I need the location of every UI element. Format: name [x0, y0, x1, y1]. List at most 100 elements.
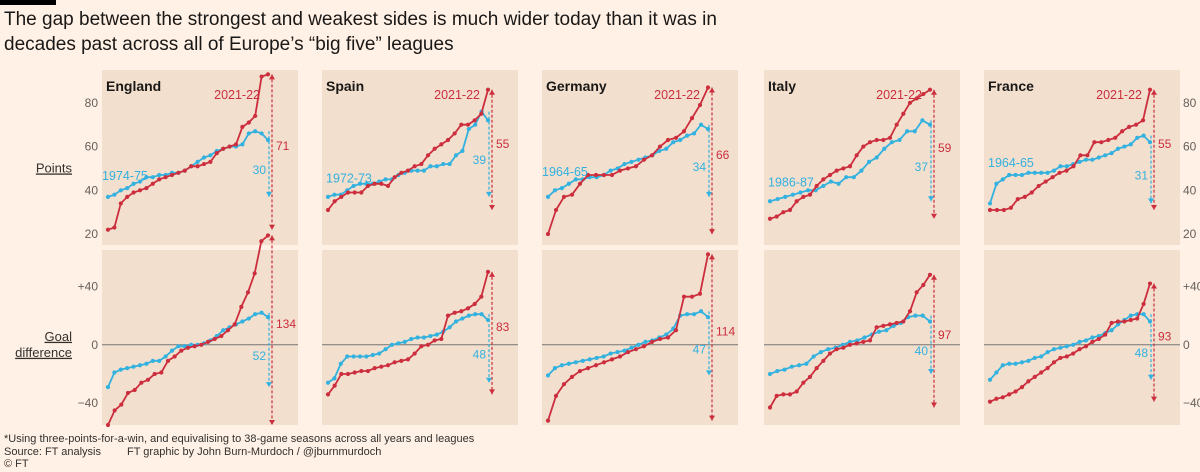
data-point-recent [994, 207, 1000, 213]
data-point-recent [1077, 347, 1082, 352]
data-point-past [566, 361, 571, 366]
data-point-recent [801, 194, 806, 199]
data-point-recent [987, 399, 993, 404]
data-point-past [636, 157, 641, 162]
data-point-past [1077, 159, 1082, 164]
data-point-past [1077, 339, 1082, 344]
data-point-recent [172, 354, 177, 359]
data-point-recent [854, 341, 859, 346]
data-point-recent [339, 194, 344, 199]
data-point-past [1032, 355, 1037, 361]
data-point-past [1013, 361, 1018, 366]
data-point-past [246, 316, 251, 321]
y-tick-right-1-0: −40 [1183, 396, 1200, 410]
data-point-past [345, 354, 350, 359]
chart-footer: *Using three-points-for-a-win, and equiv… [4, 433, 474, 471]
data-point-recent [854, 153, 859, 158]
chart-title: The gap between the strongest and weakes… [4, 9, 717, 55]
data-point-recent [914, 96, 919, 101]
data-point-recent [259, 239, 264, 244]
data-point-recent [132, 387, 137, 393]
data-point-recent [641, 157, 647, 162]
data-point-recent [641, 344, 647, 349]
data-point-past [351, 183, 356, 189]
y-tick-right-0-2: 60 [1183, 140, 1197, 154]
y-tick-left-1-2: +40 [78, 279, 99, 293]
data-point-past [1096, 333, 1101, 339]
data-point-recent [232, 322, 237, 327]
data-point-recent [1045, 366, 1050, 371]
data-point-recent [1043, 179, 1048, 184]
data-point-past [409, 336, 414, 342]
league-name: France [988, 78, 1034, 94]
data-point-recent [585, 366, 591, 371]
data-point-recent [767, 405, 773, 410]
data-point-recent [827, 351, 833, 356]
data-point-past [629, 159, 634, 164]
arrowhead-down-past [928, 196, 934, 202]
footnote: *Using three-points-for-a-win, and equiv… [4, 433, 475, 445]
arrowhead-down-recent [269, 420, 275, 425]
arrowhead-down-past [928, 368, 934, 374]
data-point-recent [119, 402, 124, 407]
data-point-recent [1096, 336, 1101, 342]
data-point-past [1000, 177, 1005, 182]
data-point-recent [1029, 190, 1034, 195]
data-point-past [112, 370, 117, 375]
data-point-past [866, 159, 872, 164]
data-point-past [1032, 170, 1037, 175]
data-point-past [1019, 172, 1025, 178]
data-point-recent [225, 328, 231, 333]
row-label-1: Goal [45, 329, 73, 344]
data-point-past [1122, 144, 1127, 149]
data-point-recent [159, 370, 164, 375]
data-point-recent [801, 380, 806, 385]
data-point-past [775, 368, 780, 374]
data-point-recent [665, 137, 671, 143]
data-point-past [566, 181, 571, 186]
range-label-past: 52 [253, 349, 267, 363]
y-tick-right-0-3: 80 [1183, 96, 1197, 110]
data-point-past [125, 366, 130, 371]
arrowhead-up-recent [489, 89, 495, 95]
panel-italy-1: 97 40 [764, 250, 960, 425]
data-point-recent [1115, 319, 1121, 324]
data-point-past [913, 313, 918, 318]
data-point-recent [881, 323, 886, 328]
data-point-past [1026, 170, 1031, 175]
data-point-recent [1036, 183, 1041, 189]
data-point-past [790, 192, 795, 197]
data-point-recent [144, 186, 149, 191]
data-point-past [1103, 153, 1108, 158]
data-point-recent [787, 392, 793, 397]
arrowhead-down-past [1148, 198, 1154, 204]
arrowhead-down-past [1148, 374, 1154, 380]
data-point-past [664, 146, 669, 151]
data-point-recent [874, 137, 879, 143]
season-label-recent: 2021-22 [434, 88, 480, 102]
arrowhead-down-recent [489, 389, 495, 395]
data-point-past [466, 126, 471, 132]
data-point-past [691, 312, 697, 317]
data-point-recent [227, 144, 232, 149]
panel-background [102, 70, 298, 245]
data-point-past [144, 361, 149, 366]
data-point-recent [1140, 118, 1146, 123]
data-point-past [608, 351, 613, 356]
data-point-recent [246, 120, 251, 125]
data-point-past [150, 358, 155, 363]
arrowhead-up-recent [1151, 89, 1157, 95]
data-point-past [1007, 361, 1012, 366]
data-point-past [811, 354, 816, 359]
data-point-past [691, 131, 697, 136]
data-point-past [580, 358, 585, 363]
data-point-recent [814, 183, 819, 189]
data-point-recent [1090, 339, 1095, 344]
arrowhead-up-recent [709, 254, 715, 260]
arrowhead-down-recent [1151, 396, 1157, 402]
data-point-past [671, 140, 676, 145]
data-point-past [587, 357, 592, 362]
data-point-past [332, 376, 337, 381]
range-label-recent: 93 [1158, 330, 1172, 344]
data-point-past [594, 355, 599, 361]
